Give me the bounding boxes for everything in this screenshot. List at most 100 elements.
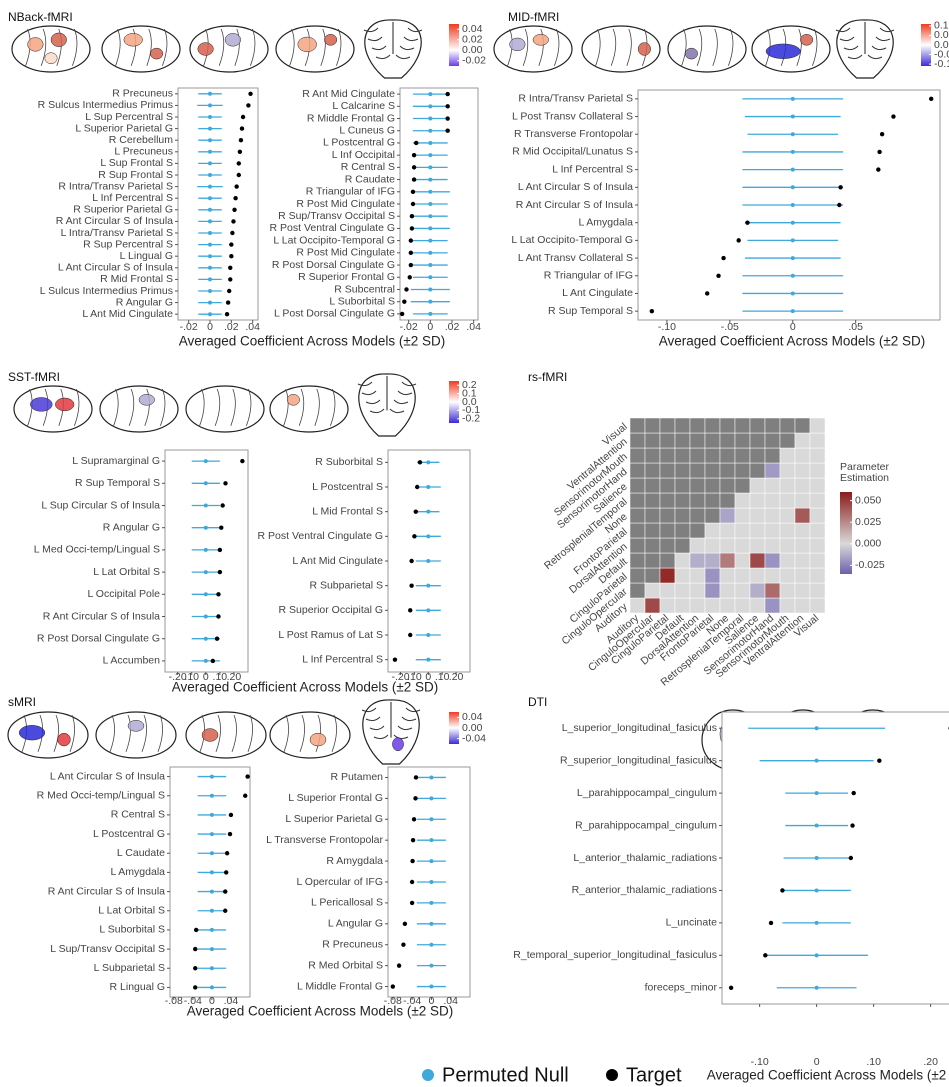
- colorbar-tick-label: 0.00: [934, 39, 949, 51]
- y-tick-label: L Caudate: [117, 847, 165, 859]
- heatmap-cell: [644, 597, 661, 614]
- x-tick-label: .20: [449, 671, 464, 683]
- heatmap-cell: [809, 492, 826, 509]
- null-point: [208, 126, 212, 131]
- null-point: [209, 889, 214, 894]
- y-tick-label: R Lingual G: [110, 981, 165, 993]
- y-tick-label: R Post Ventral Cingulate G: [270, 222, 395, 234]
- null-point: [208, 91, 212, 96]
- brain-sulcus: [375, 54, 411, 60]
- brain-region: [309, 732, 327, 747]
- null-point: [208, 242, 212, 247]
- null-point: [428, 311, 433, 316]
- target-point: [239, 126, 245, 131]
- heatmap-cell: [734, 567, 751, 584]
- target-point: [411, 177, 417, 182]
- x-tick-label: 0: [814, 1056, 820, 1068]
- x-tick-label: -.05: [721, 321, 739, 333]
- target-point: [413, 775, 419, 780]
- target-point: [409, 583, 414, 588]
- target-point: [410, 858, 415, 864]
- colorbar-tick-label: -0.1: [462, 404, 480, 416]
- y-tick-label: R Superior Frontal G: [298, 271, 395, 283]
- heatmap-cell: [719, 537, 736, 554]
- null-point: [790, 149, 795, 154]
- target-point: [879, 132, 885, 137]
- brain-sulcus: [74, 388, 80, 426]
- brain-sulcus: [371, 45, 415, 51]
- y-tick-label: R Sup Frontal S: [98, 169, 173, 181]
- y-tick-label: L_superior_longitudinal_fasiculus: [562, 722, 717, 734]
- empty-cell: [629, 522, 646, 539]
- brain-outline: [95, 711, 177, 759]
- x-tick-label: .10: [435, 671, 450, 683]
- panel-title: MID-fMRI: [508, 10, 559, 24]
- heatmap-cell: [794, 522, 811, 539]
- empty-cell: [689, 492, 706, 509]
- heatmap-cell: [809, 552, 826, 569]
- y-tick-label: L Superior Parietal G: [285, 813, 383, 825]
- y-tick-label: L_parahippocampal_cingulum: [577, 787, 717, 799]
- empty-cell: [764, 432, 781, 449]
- empty-cell: [659, 522, 676, 539]
- brain-region: [532, 34, 549, 46]
- brain-region: [392, 737, 404, 752]
- empty-cell: [689, 432, 706, 449]
- target-point: [445, 128, 450, 133]
- brain-region: [57, 732, 71, 747]
- y-tick-label: L Lat Orbital S: [93, 566, 160, 578]
- heatmap-cell: [809, 477, 826, 494]
- heatmap-cell: [749, 507, 766, 524]
- null-point: [208, 207, 212, 212]
- empty-cell: [644, 417, 661, 434]
- heatmap-cell: [704, 597, 721, 614]
- brain-sulcus: [835, 27, 895, 33]
- y-tick-label: R Putamen: [330, 771, 383, 783]
- heatmap-cell: [704, 537, 721, 554]
- empty-cell: [719, 477, 736, 494]
- target-point: [408, 238, 414, 243]
- colorbar-tick-label: 0.00: [462, 44, 483, 56]
- empty-cell: [629, 552, 646, 569]
- colorbar-tick-label: 0.05: [934, 29, 949, 41]
- y-tick-label: L Calcarine S: [332, 100, 395, 112]
- empty-cell: [629, 462, 646, 479]
- x-tick-label: 0: [790, 321, 796, 333]
- brain-region: [18, 725, 46, 741]
- null-point: [428, 165, 433, 170]
- y-tick-label: R Post Ventral Cingulate G: [258, 530, 383, 542]
- null-point: [209, 947, 214, 952]
- empty-cell: [674, 537, 691, 554]
- y-tick-label: L Ant Transv Collateral S: [518, 252, 633, 264]
- null-point: [426, 534, 431, 539]
- y-tick-label: L Ant Mid Cingulate: [292, 555, 383, 567]
- target-point: [216, 592, 221, 597]
- null-point: [429, 921, 434, 926]
- target-point: [243, 793, 248, 798]
- y-tick-label: R Ant Circular S of Insula: [43, 610, 160, 622]
- null-point: [429, 984, 434, 989]
- y-tick-label: L Amygdala: [579, 216, 634, 228]
- null-point: [203, 658, 208, 663]
- empty-cell: [629, 447, 646, 464]
- brain-image: [361, 699, 421, 765]
- null-point: [814, 758, 819, 763]
- x-tick-label: -.02: [400, 321, 418, 333]
- brain-region: [800, 34, 814, 46]
- null-point: [209, 870, 214, 875]
- brain-region: [637, 42, 651, 56]
- heatmap-cell: [734, 492, 751, 509]
- brain-region: [324, 34, 338, 46]
- target-point: [404, 287, 409, 292]
- null-point: [208, 277, 212, 282]
- heatmap-cell: [719, 522, 736, 539]
- brain-image: [493, 25, 573, 73]
- x-tick-label: 0: [428, 995, 434, 1007]
- empty-cell: [689, 462, 706, 479]
- brain-outline: [13, 385, 93, 433]
- y-tick-label: R Angular G: [116, 296, 173, 308]
- null-point: [790, 291, 795, 296]
- null-point: [208, 184, 212, 189]
- brain-sulcus: [250, 28, 256, 66]
- brain-sulcus: [246, 388, 252, 426]
